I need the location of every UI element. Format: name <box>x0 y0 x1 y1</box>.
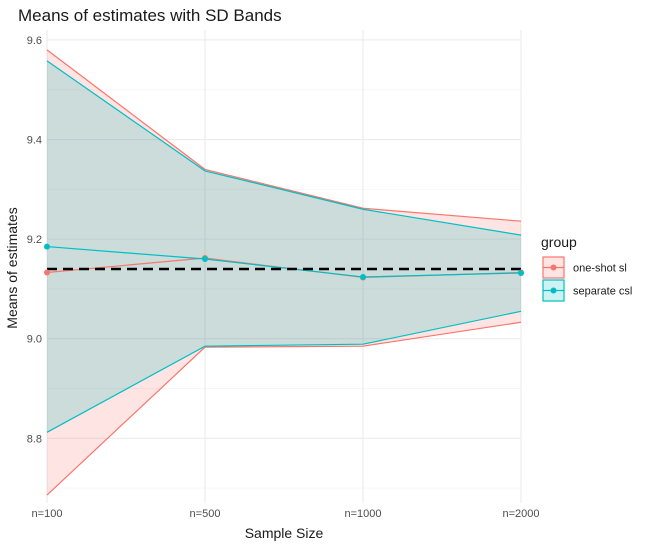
legend-key-point <box>550 264 557 271</box>
band-upper-edge <box>46 60 522 236</box>
series-point <box>518 269 524 276</box>
x-tick-label: n=500 <box>190 508 221 520</box>
y-tick-label: 8.8 <box>27 433 42 445</box>
series-line <box>46 245 522 278</box>
legend-title: group <box>541 234 577 250</box>
sd-bands <box>46 49 522 496</box>
y-tick-label: 9.0 <box>27 334 42 346</box>
x-tick-labels: n=100 n=500 n=1000 n=2000 <box>32 508 540 520</box>
x-tick-label: n=100 <box>32 508 63 520</box>
series-point <box>360 273 366 280</box>
legend-label: one-shot sl <box>573 263 627 275</box>
x-axis-title: Sample Size <box>245 525 324 541</box>
series-lines <box>46 245 522 279</box>
y-tick-label: 9.2 <box>27 234 42 246</box>
y-tick-labels: 8.8 9.0 9.2 9.4 9.6 <box>27 35 42 445</box>
y-axis-title: Means of estimates <box>4 207 20 328</box>
x-tick-label: n=1000 <box>344 508 381 520</box>
y-tick-label: 9.4 <box>27 135 42 147</box>
series-point <box>44 243 50 250</box>
series-points <box>44 243 524 281</box>
band-lower-edge <box>46 321 522 496</box>
series-point <box>202 256 208 263</box>
sd-band <box>47 60 521 433</box>
legend: group one-shot sl separate csl <box>541 234 632 302</box>
chart-title: Means of estimates with SD Bands <box>18 6 282 25</box>
x-tick-label: n=2000 <box>502 508 539 520</box>
legend-key-point <box>550 287 557 294</box>
band-upper-edge <box>46 49 522 222</box>
series-point <box>44 269 50 276</box>
y-tick-label: 9.6 <box>27 35 42 47</box>
legend-label: separate csl <box>573 286 632 298</box>
band-lower-edge <box>46 310 522 433</box>
